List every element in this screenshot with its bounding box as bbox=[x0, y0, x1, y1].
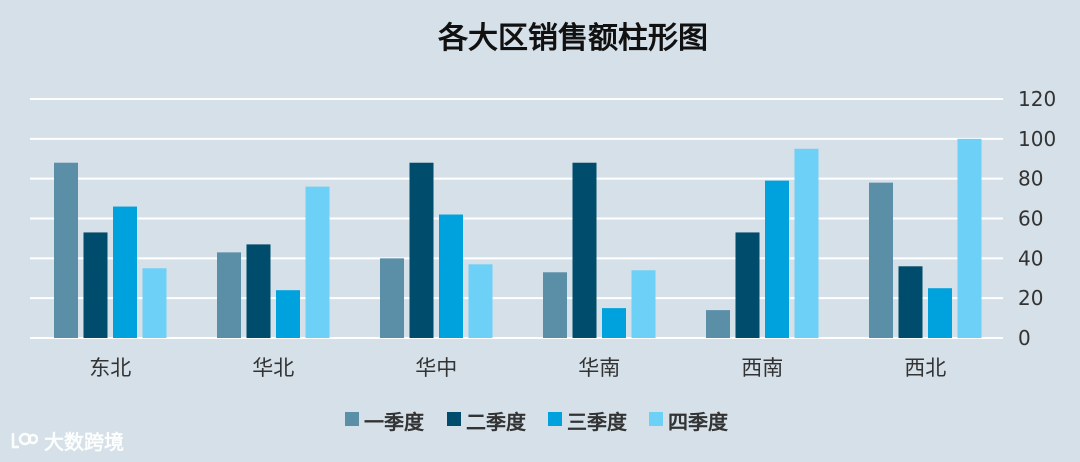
x-tick-label: 东北 bbox=[89, 356, 131, 380]
bar-5-0 bbox=[869, 182, 893, 338]
chart-title: 各大区销售额柱形图 bbox=[437, 21, 708, 56]
bar-3-3 bbox=[631, 270, 656, 338]
legend: 一季度 二季度 三季度 四季度 bbox=[345, 410, 729, 434]
bar-4-3 bbox=[794, 148, 819, 338]
bar-0-2 bbox=[113, 206, 137, 338]
bar-3-0 bbox=[543, 272, 567, 338]
bar-2-3 bbox=[468, 264, 493, 338]
bar-2-2 bbox=[439, 214, 463, 338]
bar-4-2 bbox=[765, 180, 789, 338]
legend-swatch-2 bbox=[548, 412, 562, 426]
legend-label-0: 一季度 bbox=[364, 410, 425, 434]
x-tick-label: 华中 bbox=[415, 356, 457, 380]
y-tick-label: 80 bbox=[1018, 167, 1043, 191]
bar-3-2 bbox=[602, 308, 626, 338]
bar-3-1 bbox=[572, 162, 597, 338]
legend-swatch-0 bbox=[345, 412, 359, 426]
bar-1-0 bbox=[217, 252, 241, 338]
x-tick-label: 西北 bbox=[904, 356, 946, 380]
watermark-logo-icon bbox=[11, 432, 38, 448]
bar-1-1 bbox=[246, 244, 271, 338]
y-tick-label: 0 bbox=[1018, 326, 1031, 350]
y-axis-labels: 0 20 40 60 80 100 120 bbox=[1018, 87, 1056, 350]
legend-label-1: 二季度 bbox=[466, 410, 527, 434]
bar-2-0 bbox=[380, 258, 404, 338]
bar-0-3 bbox=[142, 268, 167, 338]
bar-5-3 bbox=[957, 138, 982, 338]
x-tick-label: 华南 bbox=[578, 356, 620, 380]
legend-swatch-3 bbox=[649, 412, 663, 426]
bars bbox=[54, 138, 982, 338]
legend-swatch-1 bbox=[447, 412, 461, 426]
y-tick-label: 100 bbox=[1018, 127, 1056, 151]
bar-4-1 bbox=[735, 232, 760, 338]
watermark-text: 大数跨境 bbox=[44, 430, 124, 454]
gridlines bbox=[30, 98, 1003, 339]
bar-1-2 bbox=[276, 290, 300, 338]
y-tick-label: 120 bbox=[1018, 87, 1056, 111]
y-tick-label: 40 bbox=[1018, 246, 1043, 270]
bar-5-1 bbox=[898, 266, 923, 338]
y-tick-label: 60 bbox=[1018, 207, 1043, 231]
x-tick-label: 华北 bbox=[252, 356, 294, 380]
legend-label-2: 三季度 bbox=[567, 410, 628, 434]
bar-0-1 bbox=[83, 232, 108, 338]
x-tick-label: 西南 bbox=[741, 356, 783, 380]
x-axis-labels: 东北 华北 华中 华南 西南 西北 bbox=[89, 356, 946, 380]
bar-2-1 bbox=[409, 162, 434, 338]
bar-5-2 bbox=[928, 288, 952, 338]
y-tick-label: 20 bbox=[1018, 286, 1043, 310]
watermark: 大数跨境 bbox=[10, 426, 124, 455]
legend-label-3: 四季度 bbox=[668, 410, 729, 434]
bar-1-3 bbox=[305, 186, 330, 338]
bar-0-0 bbox=[54, 162, 78, 338]
bar-4-0 bbox=[706, 310, 730, 338]
